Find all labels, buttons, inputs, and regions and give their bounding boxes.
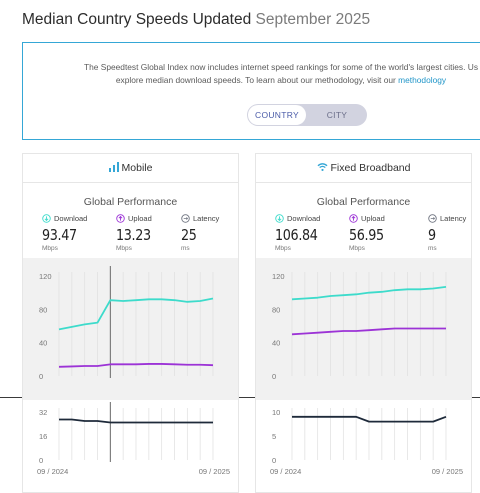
y-tick-label: 16 (39, 432, 47, 441)
fixed-download-metric: Download 106.84 Mbps (275, 214, 339, 252)
upload-unit: Mbps (116, 245, 132, 252)
toggle-city-button[interactable]: CITY (326, 110, 348, 120)
fixed-card-header: Fixed Broadband (256, 154, 471, 183)
y-tick-label: 0 (39, 372, 43, 381)
x-axis-end-label: 09 / 2025 (199, 467, 230, 476)
wifi-icon (317, 163, 327, 172)
download-label: Download (54, 214, 88, 223)
y-tick-label: 5 (272, 432, 276, 441)
download-series-line (291, 285, 447, 301)
methodology-link[interactable]: methodology (398, 75, 447, 85)
fixed-latency-metric: Latency 9 ms (428, 214, 480, 252)
info-text-line-1: The Speedtest Global Index now includes … (83, 62, 479, 72)
upload-label: Upload (361, 214, 385, 223)
upload-icon (349, 214, 358, 223)
y-tick-label: 10 (272, 408, 280, 417)
x-axis-start-label: 09 / 2024 (37, 467, 68, 476)
download-unit: Mbps (42, 245, 58, 252)
latency-label: Latency (440, 214, 467, 223)
latency-icon (181, 214, 190, 223)
upload-value: 56.95 (349, 226, 384, 244)
latency-value: 9 (428, 226, 436, 244)
mobile-card-header: Mobile (23, 154, 238, 183)
info-panel: The Speedtest Global Index now includes … (22, 42, 480, 140)
latency-icon (428, 214, 437, 223)
upload-icon (116, 214, 125, 223)
mobile-perf-title: Global Performance (83, 196, 178, 208)
mobile-card: Mobile Global Performance Download 93.47… (22, 153, 239, 493)
y-tick-label: 80 (39, 305, 47, 314)
fixed-broadband-card: Fixed Broadband Global Performance Downl… (255, 153, 472, 493)
info-text: The Speedtest Global Index now includes … (41, 61, 480, 87)
chart-separator-line (0, 397, 480, 398)
info-text-line-2: explore median download speeds. To learn… (115, 75, 396, 85)
y-tick-label: 120 (272, 272, 285, 281)
fixed-speed-chart-area: 0 40 80 120 (256, 258, 471, 400)
toggle-country-button[interactable]: COUNTRY (248, 105, 306, 125)
y-tick-label: 0 (272, 372, 276, 381)
mobile-download-metric: Download 93.47 Mbps (42, 214, 106, 252)
x-axis-end-label: 09 / 2025 (432, 467, 463, 476)
mobile-card-title: Mobile (23, 162, 238, 174)
fixed-card-title-text: Fixed Broadband (330, 162, 411, 174)
mobile-card-title-text: Mobile (121, 162, 153, 174)
fixed-perf-title: Global Performance (316, 196, 411, 208)
upload-series-line (291, 327, 446, 336)
page-title-text: Median Country Speeds Updated (22, 11, 252, 28)
mobile-latency-chart-area: 0 16 32 09 / 2024 09 / 2025 (23, 402, 238, 478)
upload-unit: Mbps (349, 245, 365, 252)
fixed-latency-chart[interactable]: 0 5 10 09 / 2024 09 / 2025 (256, 402, 473, 478)
download-icon (275, 214, 284, 223)
download-icon (42, 214, 51, 223)
mobile-speed-chart-area: 0 40 80 120 (23, 258, 238, 400)
y-tick-label: 40 (272, 339, 280, 348)
latency-unit: ms (428, 245, 437, 252)
latency-label: Latency (193, 214, 220, 223)
mobile-speed-chart[interactable]: 0 40 80 120 (23, 258, 240, 400)
page-title-date: September 2025 (255, 11, 371, 28)
y-tick-label: 80 (272, 305, 280, 314)
upload-value: 13.23 (116, 226, 151, 244)
mobile-latency-chart[interactable]: 0 16 32 09 / 2024 09 / 2025 (23, 402, 240, 478)
y-tick-label: 0 (39, 456, 43, 465)
upload-series-line (58, 363, 214, 368)
latency-series-line (292, 415, 447, 423)
fixed-card-title: Fixed Broadband (256, 162, 471, 174)
fixed-latency-chart-area: 0 5 10 09 / 2024 09 / 2025 (256, 402, 471, 478)
signal-bars-icon (108, 162, 119, 172)
y-tick-label: 32 (39, 408, 47, 417)
fixed-upload-metric: Upload 56.95 Mbps (349, 214, 413, 252)
latency-series-line (59, 418, 213, 424)
mobile-latency-metric: Latency 25 ms (181, 214, 245, 252)
y-tick-label: 0 (272, 456, 276, 465)
fixed-speed-chart[interactable]: 0 40 80 120 (256, 258, 473, 400)
x-axis-start-label: 09 / 2024 (270, 467, 301, 476)
download-series-line (58, 297, 214, 331)
latency-unit: ms (181, 245, 190, 252)
latency-value: 25 (181, 226, 197, 244)
mobile-upload-metric: Upload 13.23 Mbps (116, 214, 180, 252)
page-title: Median Country Speeds Updated September … (22, 11, 370, 29)
y-tick-label: 120 (39, 272, 52, 281)
upload-label: Upload (128, 214, 152, 223)
y-tick-label: 40 (39, 339, 47, 348)
download-label: Download (287, 214, 321, 223)
download-value: 93.47 (42, 226, 77, 244)
download-value: 106.84 (275, 226, 318, 244)
country-city-toggle: COUNTRY CITY (247, 104, 367, 126)
download-unit: Mbps (275, 245, 291, 252)
